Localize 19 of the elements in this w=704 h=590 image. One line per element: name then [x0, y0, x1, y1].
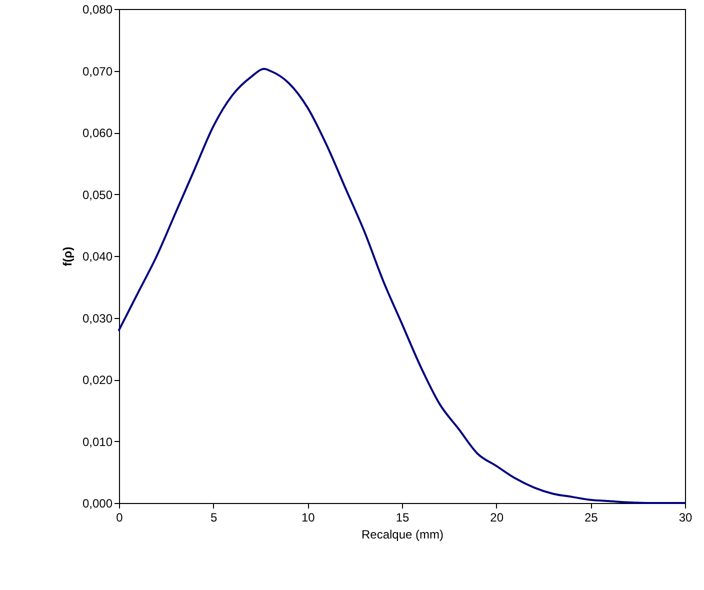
- y-tick-label: 0,010: [82, 434, 113, 449]
- y-axis-title: f(ρ): [60, 246, 74, 266]
- y-tick-label: 0,080: [82, 2, 113, 16]
- y-tick-label: 0,040: [82, 250, 113, 264]
- y-tick-label: 0,050: [82, 188, 113, 202]
- x-tick-label: 25: [584, 510, 598, 524]
- x-tick-label: 15: [396, 510, 410, 524]
- y-tick-label: 0,030: [82, 311, 113, 326]
- x-tick-label: 20: [490, 510, 504, 524]
- x-tick-label: 5: [210, 510, 218, 524]
- y-tick-label: 0,020: [82, 373, 113, 387]
- y-tick-label: 0,070: [82, 64, 113, 78]
- x-tick-label: 10: [301, 510, 316, 524]
- x-axis-title: Recalque (mm): [361, 528, 444, 542]
- x-tick-label: 0: [116, 510, 124, 524]
- y-tick-label: 0,060: [82, 126, 113, 140]
- y-tick-label: 0,000: [82, 496, 113, 510]
- line-series: [118, 68, 686, 504]
- x-tick-label: 30: [678, 510, 692, 524]
